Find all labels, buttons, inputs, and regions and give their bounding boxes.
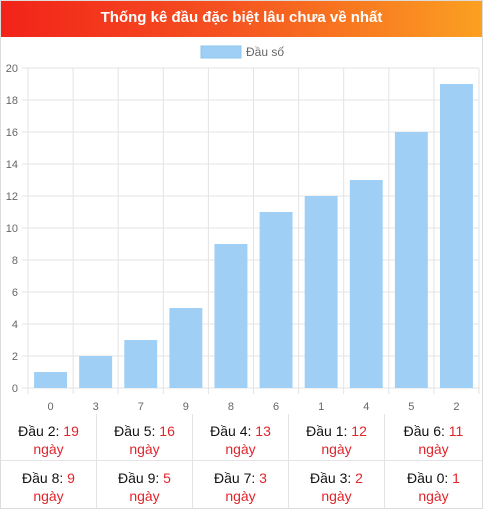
- stat-value: 9: [67, 470, 75, 486]
- y-tick-label: 2: [12, 351, 18, 363]
- stat-label: Đầu 6:: [403, 423, 445, 439]
- stat-unit: ngày: [418, 488, 449, 504]
- stat-unit: ngày: [225, 441, 256, 457]
- stat-value: 12: [351, 423, 367, 439]
- x-tick-label: 0: [47, 401, 53, 413]
- y-tick-label: 8: [12, 255, 18, 267]
- stat-cell: Đầu 0: 1 ngày: [385, 461, 482, 508]
- stat-label: Đầu 5:: [114, 423, 156, 439]
- stat-cell: Đầu 4: 13 ngày: [193, 414, 289, 461]
- stat-unit: ngày: [33, 488, 64, 504]
- bar: [259, 212, 293, 388]
- stat-label: Đầu 1:: [306, 423, 348, 439]
- x-tick-label: 3: [93, 401, 99, 413]
- stat-cell: Đầu 6: 11 ngày: [385, 414, 482, 461]
- x-tick-label: 9: [183, 401, 189, 413]
- stat-unit: ngày: [129, 488, 160, 504]
- x-tick-label: 1: [318, 401, 324, 413]
- stat-cell: Đầu 9: 5 ngày: [97, 461, 193, 508]
- page-title: Thống kê đầu đặc biệt lâu chưa về nhất: [1, 1, 482, 37]
- y-tick-label: 20: [6, 63, 18, 75]
- stat-value: 19: [63, 423, 79, 439]
- y-tick-label: 0: [12, 383, 18, 395]
- stat-value: 1: [452, 470, 460, 486]
- legend-label: Đầu số: [246, 45, 284, 59]
- stat-unit: ngày: [33, 441, 64, 457]
- x-tick-label: 8: [228, 401, 234, 413]
- stat-cell: Đầu 2: 19 ngày: [1, 414, 97, 461]
- bar: [439, 84, 473, 388]
- stat-cell: Đầu 5: 16 ngày: [97, 414, 193, 461]
- stat-label: Đầu 3:: [310, 470, 352, 486]
- stat-value: 13: [255, 423, 271, 439]
- y-tick-label: 6: [12, 287, 18, 299]
- bar: [214, 244, 248, 388]
- y-tick-label: 4: [12, 319, 18, 331]
- stat-label: Đầu 2:: [18, 423, 60, 439]
- stat-label: Đầu 9:: [118, 470, 160, 486]
- stat-cell: Đầu 7: 3 ngày: [193, 461, 289, 508]
- stat-unit: ngày: [321, 488, 352, 504]
- stats-grid: Đầu 2: 19 ngày Đầu 5: 16 ngày Đầu 4: 13 …: [1, 414, 482, 508]
- bar: [304, 196, 338, 388]
- stat-value: 11: [448, 423, 464, 439]
- x-tick-label: 2: [453, 401, 459, 413]
- stat-label: Đầu 8:: [22, 470, 64, 486]
- y-tick-label: 18: [6, 95, 18, 107]
- legend-swatch: [200, 45, 242, 59]
- bar: [169, 308, 203, 388]
- bar: [394, 132, 428, 388]
- x-tick-label: 7: [138, 401, 144, 413]
- stat-unit: ngày: [225, 488, 256, 504]
- stat-unit: ngày: [321, 441, 352, 457]
- bar: [349, 180, 383, 388]
- y-tick-label: 12: [6, 191, 18, 203]
- stat-value: 2: [355, 470, 363, 486]
- stat-cell: Đầu 1: 12 ngày: [289, 414, 385, 461]
- stat-unit: ngày: [129, 441, 160, 457]
- stat-label: Đầu 0:: [407, 470, 449, 486]
- y-tick-label: 16: [6, 127, 18, 139]
- x-tick-label: 4: [363, 401, 369, 413]
- bar: [79, 356, 113, 388]
- y-tick-label: 10: [6, 223, 18, 235]
- stat-value: 16: [159, 423, 175, 439]
- bar: [124, 340, 158, 388]
- stat-unit: ngày: [418, 441, 449, 457]
- y-tick-label: 14: [6, 159, 18, 171]
- stat-value: 3: [259, 470, 267, 486]
- stat-cell: Đầu 8: 9 ngày: [1, 461, 97, 508]
- bar: [34, 372, 68, 388]
- x-tick-label: 6: [273, 401, 279, 413]
- x-tick-label: 5: [408, 401, 414, 413]
- stat-label: Đầu 4:: [210, 423, 252, 439]
- stat-cell: Đầu 3: 2 ngày: [289, 461, 385, 508]
- stat-value: 5: [163, 470, 171, 486]
- stat-label: Đầu 7:: [214, 470, 256, 486]
